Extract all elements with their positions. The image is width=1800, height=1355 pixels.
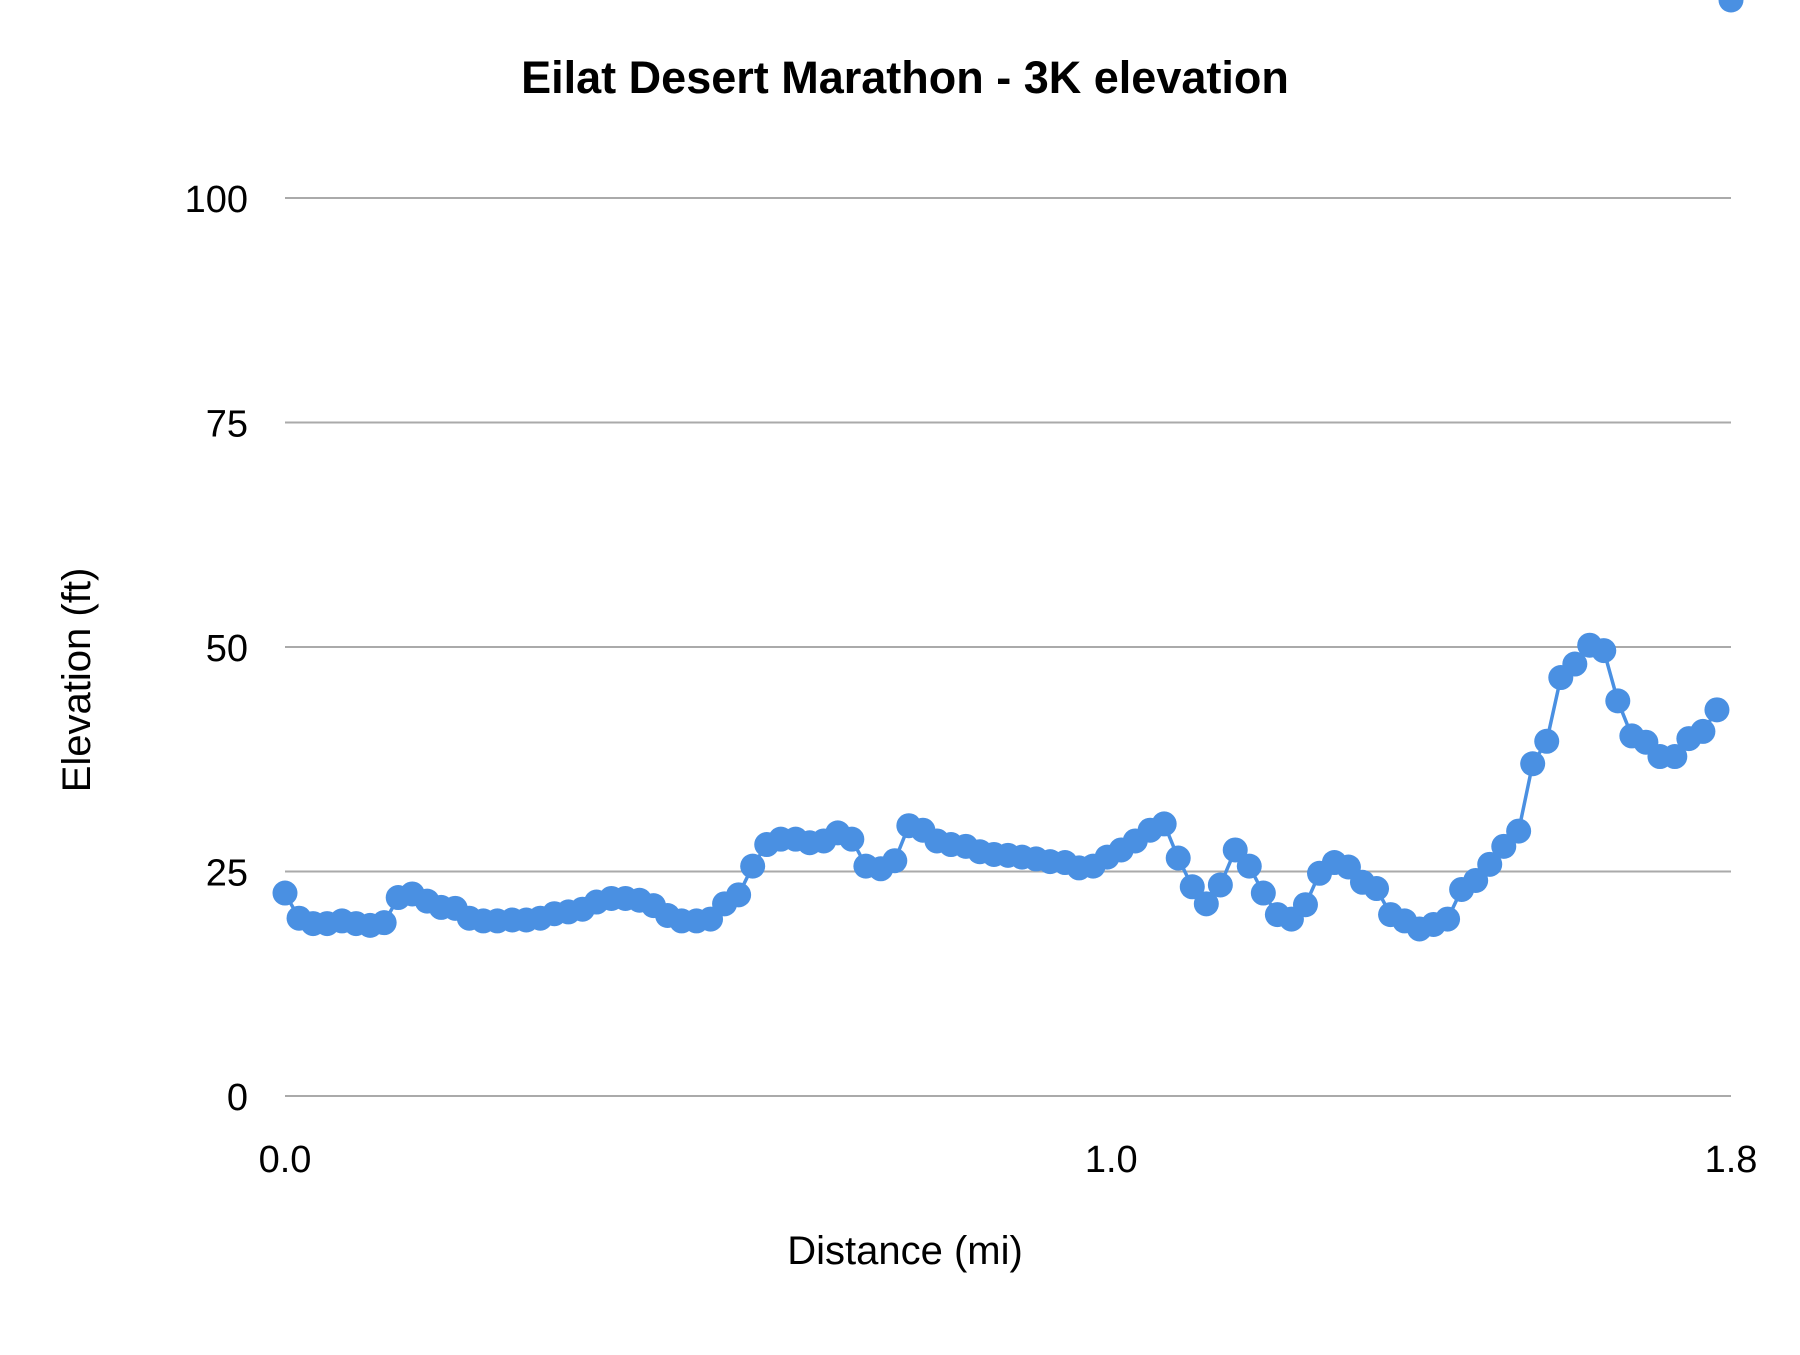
y-tick-label: 50 [206, 628, 248, 670]
data-point [1193, 891, 1219, 917]
data-point [1250, 880, 1276, 906]
data-point [1690, 718, 1716, 744]
x-tick-label: 0.0 [259, 1139, 312, 1181]
data-point [726, 882, 752, 908]
data-point [1534, 728, 1560, 754]
data-point [1520, 751, 1546, 777]
y-tick-label: 25 [206, 853, 248, 895]
data-point [371, 910, 397, 936]
data-point [1718, 0, 1744, 13]
x-tick-labels: 0.0 1.0 1.8 [259, 1139, 1758, 1181]
y-tick-label: 0 [227, 1077, 248, 1119]
data-point [1506, 818, 1532, 844]
data-point [1605, 688, 1631, 714]
chart-title: Eilat Desert Marathon - 3K elevation [521, 52, 1289, 103]
data-point [1207, 872, 1233, 898]
y-tick-label: 100 [185, 179, 248, 221]
data-point [272, 880, 298, 906]
data-point [1562, 651, 1588, 677]
x-axis-title: Distance (mi) [787, 1229, 1023, 1273]
data-point [1591, 638, 1617, 664]
series-points [272, 0, 1744, 942]
series-line [283, 643, 1719, 931]
data-point [1179, 874, 1205, 900]
data-point [1463, 867, 1489, 893]
data-point [1222, 837, 1248, 863]
data-point [1165, 845, 1191, 871]
y-axis-title: Elevation (ft) [55, 568, 99, 793]
data-point [1477, 851, 1503, 877]
data-point [1435, 906, 1461, 932]
x-tick-label: 1.8 [1705, 1139, 1758, 1181]
x-tick-label: 1.0 [1085, 1139, 1138, 1181]
data-point [1704, 697, 1730, 723]
data-point [1364, 876, 1390, 902]
y-tick-label: 75 [206, 404, 248, 446]
data-point [882, 848, 908, 874]
data-point [1292, 892, 1318, 918]
data-point [1662, 744, 1688, 770]
data-point [839, 826, 865, 852]
gridlines [285, 197, 1731, 1097]
data-point [1236, 853, 1262, 879]
y-tick-labels: 0 25 50 75 100 [185, 179, 248, 1119]
data-point [1151, 811, 1177, 837]
data-point [740, 853, 766, 879]
